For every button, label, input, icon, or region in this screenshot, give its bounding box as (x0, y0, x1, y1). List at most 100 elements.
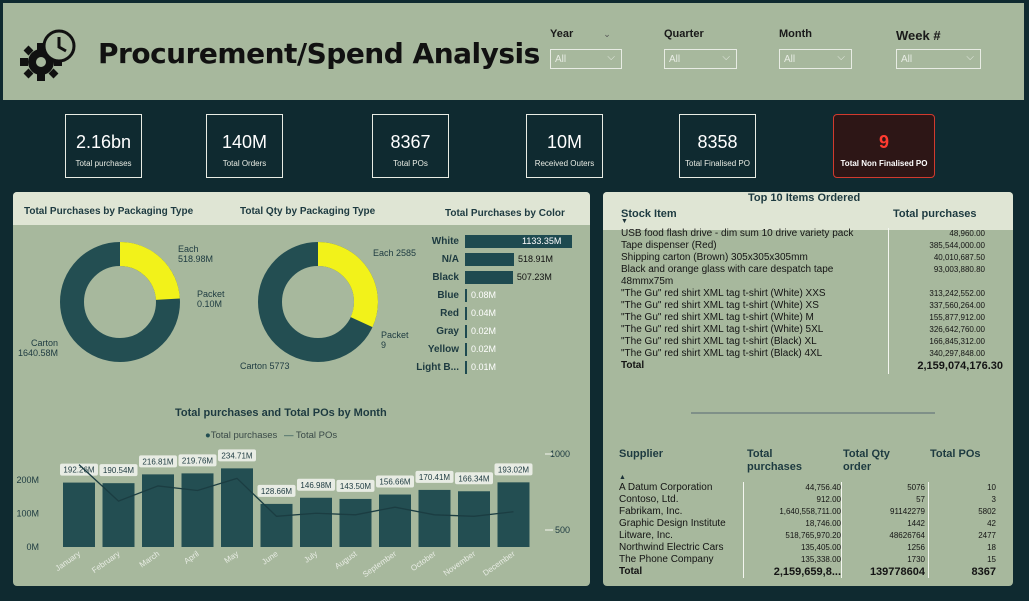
table-row[interactable]: Fabrikam, Inc. 1,640,558,711.00 91142279 58… (619, 506, 1003, 518)
color-bar[interactable] (465, 271, 513, 284)
table-row[interactable]: Graphic Design Institute 18,746.00 1442 42 (619, 518, 1003, 530)
header-bar: Procurement/Spend Analysis Year ⌄ All ⌵ Qu… (3, 3, 1024, 100)
year-value: All (555, 54, 567, 65)
table-row[interactable]: Litware, Inc. 518,765,970.20 48626764 2477 (619, 530, 1003, 542)
donut1-each-label: Each (178, 244, 199, 254)
combo-chart-purchases-pos-by-month[interactable]: 200M 100M 0M 1000 500 192.26M January 190.54M Fe… (13, 444, 590, 586)
total-purchases-cell: 40,010,687.50 (933, 253, 985, 262)
bar-data-label-bg (99, 464, 138, 477)
color-bar-value: 0.02M (471, 326, 497, 336)
kpi-total-purchases: 2.16bn Total purchases (65, 114, 142, 178)
week-dropdown[interactable]: All ⌵ (896, 49, 981, 69)
week-slicer[interactable]: Week # All ⌵ (896, 28, 981, 69)
kpi-label: Total Finalised PO (685, 159, 750, 168)
table-row[interactable]: The Phone Company 135,338.00 1730 15 (619, 554, 1003, 566)
month-bar[interactable] (102, 483, 135, 547)
month-bar[interactable] (142, 474, 174, 547)
col-header-stock-item[interactable]: Stock Item (621, 208, 677, 220)
bar-data-label: 143.50M (340, 482, 371, 491)
color-bar[interactable] (465, 235, 572, 248)
donut-purchases-by-packaging[interactable] (60, 242, 180, 362)
bar-data-label-bg (376, 475, 414, 488)
total-qty-cell: 91142279 (890, 507, 925, 516)
month-dropdown[interactable]: All ⌵ (779, 49, 852, 69)
color-bar[interactable] (465, 361, 467, 374)
x-tick-label: December (481, 549, 517, 578)
color-bar[interactable] (465, 307, 467, 320)
quarter-slicer[interactable]: Quarter All ⌵ (664, 28, 737, 69)
color-bar[interactable] (465, 289, 467, 302)
donut2-title: Total Qty by Packaging Type (240, 206, 376, 217)
month-bar[interactable] (181, 473, 214, 547)
table-row[interactable]: Northwind Electric Cars 135,405.00 1256 18 (619, 542, 1003, 554)
table-row[interactable]: "The Gu" red shirt XML tag t-shirt (Whit… (621, 312, 1001, 324)
month-bar[interactable] (63, 482, 95, 547)
col-header-total-purchases[interactable]: Total purchases (747, 448, 803, 473)
month-bar[interactable] (260, 503, 293, 547)
donut1-packet-label: Packet (197, 289, 225, 299)
donut1-carton-label: Carton (31, 338, 59, 348)
total-purchases-cell: 340,297,848.00 (929, 349, 985, 358)
combo-legend: ●Total purchases — Total POs (205, 430, 337, 441)
color-bar-label: Black (432, 272, 459, 283)
month-slicer[interactable]: Month All ⌵ (779, 28, 852, 69)
table-row[interactable]: "The Gu" red shirt XML tag t-shirt (Whit… (621, 300, 1001, 312)
total-pos-cell: 10 (987, 483, 996, 492)
total-pos-line[interactable] (78, 464, 514, 517)
table-row[interactable]: Black and orange glass with care despatc… (621, 264, 1001, 276)
month-bar[interactable] (497, 482, 530, 547)
table-row[interactable]: Shipping carton (Brown) 305x305x305mm 40,… (621, 252, 1001, 264)
total-purchases-cell: 135,405.00 (800, 543, 841, 552)
col-header-total-qty[interactable]: Total Qty order (843, 448, 890, 473)
month-bar[interactable] (379, 494, 411, 547)
table-row[interactable]: 48mmx75m (621, 276, 1001, 288)
sort-desc-icon[interactable]: ▼ (621, 218, 628, 225)
left-panel: Total Purchases by Packaging Type Total … (13, 192, 590, 586)
total-purchases-cell: 44,756.40 (805, 483, 841, 492)
col-header-supplier[interactable]: Supplier (619, 448, 664, 460)
table-row[interactable]: USB food flash drive - dim sum 10 drive … (621, 228, 1001, 240)
total-total-qty-cell: 139778604 (869, 566, 925, 578)
month-bar[interactable] (221, 468, 253, 547)
bar-data-label-bg (257, 484, 296, 497)
bar-data-label-bg (455, 472, 493, 485)
table-row[interactable]: "The Gu" red shirt XML tag t-shirt (Whit… (621, 288, 1001, 300)
divider (691, 412, 935, 414)
year-dropdown[interactable]: All ⌵ (550, 49, 622, 69)
col-header-total-purchases[interactable]: Total purchases (893, 208, 977, 220)
month-bar[interactable] (300, 497, 332, 547)
color-bar[interactable] (465, 343, 467, 356)
table-total-row: Total 2,159,659,8... 139778604 8367 (619, 566, 1003, 580)
donut1-each-value: 518.98M (178, 254, 214, 264)
table-row[interactable]: Tape dispenser (Red) 385,544,000.00 (621, 240, 1001, 252)
color-bar[interactable] (465, 325, 467, 338)
supplier-cell: The Phone Company (619, 554, 714, 565)
table-row[interactable]: A Datum Corporation 44,756.40 5076 10 (619, 482, 1003, 494)
total-qty-cell: 1730 (907, 555, 925, 564)
sort-asc-icon[interactable]: ▲ (619, 474, 626, 481)
col-header-total-pos[interactable]: Total POs (930, 448, 981, 460)
table-row[interactable]: "The Gu" red shirt XML tag t-shirt (Blac… (621, 336, 1001, 348)
table-row[interactable]: "The Gu" red shirt XML tag t-shirt (Whit… (621, 324, 1001, 336)
table-title-band (603, 192, 1013, 230)
month-bar[interactable] (458, 491, 490, 547)
color-bar[interactable] (465, 253, 514, 266)
year-slicer[interactable]: Year ⌄ All ⌵ (550, 28, 622, 69)
table-row[interactable]: Contoso, Ltd. 912.00 57 3 (619, 494, 1003, 506)
bar-data-label: 216.81M (142, 457, 173, 466)
kpi-non-finalised-po: 9 Total Non Finalised PO (833, 114, 935, 178)
kpi-value: 10M (546, 132, 582, 152)
month-bar[interactable] (339, 498, 372, 547)
kpi-value: 2.16bn (75, 132, 132, 152)
donut-qty-by-packaging[interactable] (258, 242, 378, 362)
legend-total-pos: Total POs (295, 430, 338, 441)
bar-data-label: 193.02M (498, 465, 529, 474)
month-bar[interactable] (418, 489, 451, 547)
quarter-label: Quarter (664, 28, 704, 40)
chevron-down-icon[interactable]: ⌄ (603, 29, 611, 39)
color-bar-value: 518.91M (517, 254, 554, 264)
table-row[interactable]: "The Gu" red shirt XML tag t-shirt (Blac… (621, 348, 1001, 360)
kpi-label: Received Outers (534, 159, 595, 168)
quarter-dropdown[interactable]: All ⌵ (664, 49, 737, 69)
stock-item-cell: "The Gu" red shirt XML tag t-shirt (Blac… (621, 336, 817, 347)
